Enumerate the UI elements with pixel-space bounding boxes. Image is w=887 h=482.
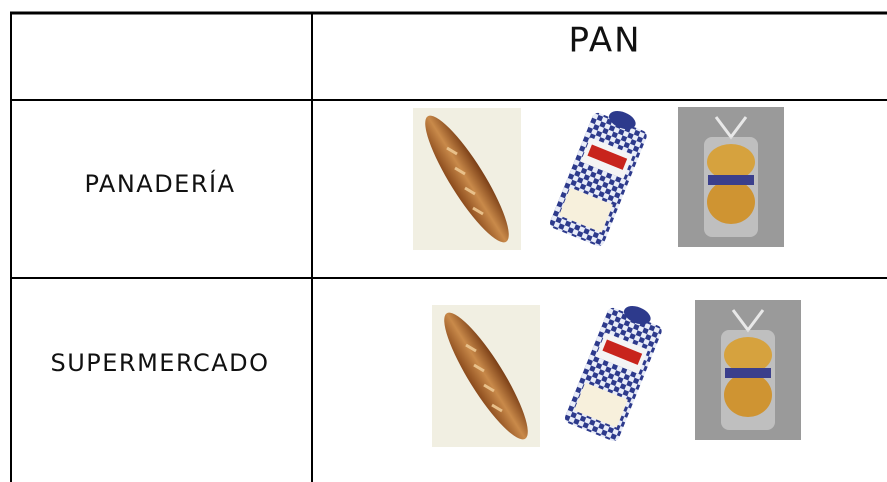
baguette-image [413, 108, 521, 250]
row-label: PANADERÍA [84, 169, 235, 198]
packaged-bread-image [678, 107, 784, 247]
packaged-bread-image [695, 300, 801, 440]
baguette-image [432, 305, 540, 447]
sliced-bread-image [563, 305, 668, 441]
column-header: PAN [568, 21, 641, 61]
sliced-bread-image [548, 110, 653, 246]
row-label: SUPERMERCADO [50, 349, 269, 377]
